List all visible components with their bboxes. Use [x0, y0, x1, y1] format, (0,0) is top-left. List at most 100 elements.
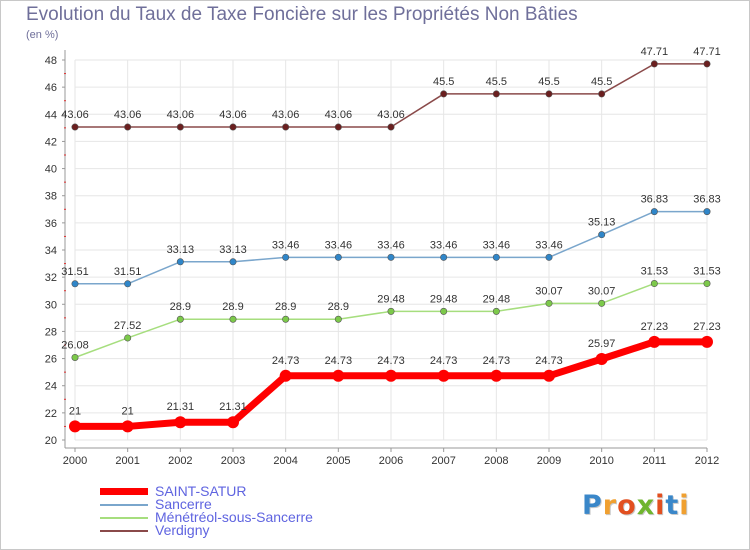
data-label-saint-satur: 24.73	[272, 355, 300, 367]
data-point-m-n-tr-ol-sous-sancerre	[598, 299, 606, 307]
data-label-m-n-tr-ol-sous-sancerre: 31.53	[641, 266, 669, 278]
data-label-verdigny: 43.06	[325, 109, 353, 121]
data-point-sancerre	[650, 208, 658, 216]
data-label-saint-satur: 24.73	[377, 355, 405, 367]
data-label-sancerre: 33.46	[272, 239, 300, 251]
data-point-verdigny	[282, 123, 290, 131]
data-point-saint-satur	[69, 420, 81, 433]
data-label-m-n-tr-ol-sous-sancerre: 26.08	[61, 339, 89, 351]
y-tick-label: 30	[45, 299, 57, 311]
data-label-verdigny: 43.06	[167, 109, 195, 121]
chart-title: Evolution du Taux de Taxe Foncière sur l…	[26, 4, 578, 25]
data-point-verdigny	[387, 123, 395, 131]
data-point-verdigny	[440, 90, 448, 98]
data-label-saint-satur: 24.73	[325, 355, 353, 367]
data-point-sancerre	[71, 280, 79, 288]
legend-label: Ménétréol-sous-Sancerre	[155, 509, 313, 525]
x-tick-label: 2006	[379, 455, 403, 467]
x-tick-label: 2003	[221, 455, 245, 467]
data-point-m-n-tr-ol-sous-sancerre	[71, 353, 79, 361]
data-label-m-n-tr-ol-sous-sancerre: 31.53	[693, 266, 721, 278]
y-tick-label: 48	[45, 55, 57, 67]
data-label-saint-satur: 21	[122, 405, 134, 417]
data-point-sancerre	[598, 231, 606, 239]
data-point-saint-satur	[701, 335, 713, 348]
y-tick-label: 36	[45, 218, 57, 230]
legend-swatch	[100, 504, 148, 506]
logo-letter: P	[582, 490, 603, 521]
legend-swatch	[100, 488, 148, 495]
data-point-sancerre	[545, 253, 553, 261]
data-point-m-n-tr-ol-sous-sancerre	[703, 280, 711, 288]
data-label-verdigny: 45.5	[591, 76, 612, 88]
data-point-verdigny	[334, 123, 342, 131]
logo-letter: r	[602, 490, 618, 521]
data-point-sancerre	[387, 253, 395, 261]
data-label-sancerre: 36.83	[641, 194, 669, 206]
data-point-m-n-tr-ol-sous-sancerre	[545, 299, 553, 307]
data-label-saint-satur: 27.23	[641, 321, 669, 333]
data-label-sancerre: 33.46	[325, 239, 353, 251]
data-label-verdigny: 47.71	[641, 46, 669, 58]
x-tick-label: 2011	[643, 455, 667, 467]
data-label-m-n-tr-ol-sous-sancerre: 30.07	[588, 285, 616, 297]
data-point-saint-satur	[648, 335, 661, 348]
data-point-m-n-tr-ol-sous-sancerre	[387, 307, 395, 315]
data-label-verdigny: 45.5	[538, 76, 559, 88]
data-label-m-n-tr-ol-sous-sancerre: 28.9	[328, 301, 349, 313]
y-tick-label: 46	[45, 82, 57, 94]
data-label-m-n-tr-ol-sous-sancerre: 29.48	[430, 293, 458, 305]
legend-swatch	[100, 530, 148, 532]
data-point-m-n-tr-ol-sous-sancerre	[334, 315, 342, 323]
y-tick-label: 26	[45, 354, 57, 366]
data-label-saint-satur: 21.31	[219, 401, 247, 413]
data-label-sancerre: 33.46	[430, 239, 458, 251]
data-point-m-n-tr-ol-sous-sancerre	[229, 315, 237, 323]
y-tick-label: 24	[45, 381, 57, 393]
legend-item-verdigny: Verdigny	[100, 522, 360, 538]
data-point-m-n-tr-ol-sous-sancerre	[124, 334, 132, 342]
y-tick-label: 38	[45, 191, 57, 203]
data-point-verdigny	[124, 123, 132, 131]
data-label-m-n-tr-ol-sous-sancerre: 29.48	[377, 293, 405, 305]
data-label-verdigny: 43.06	[61, 109, 89, 121]
data-label-saint-satur: 24.73	[430, 355, 458, 367]
y-axis-unit: (en %)	[26, 29, 59, 41]
legend-swatch	[100, 517, 148, 519]
data-label-sancerre: 33.46	[377, 239, 405, 251]
data-point-m-n-tr-ol-sous-sancerre	[650, 280, 658, 288]
data-point-saint-satur	[121, 420, 134, 433]
x-tick-label: 2009	[537, 455, 561, 467]
data-label-verdigny: 43.06	[219, 109, 247, 121]
data-point-m-n-tr-ol-sous-sancerre	[492, 307, 500, 315]
data-point-saint-satur	[490, 369, 503, 382]
logo-letter: o	[617, 490, 637, 521]
data-label-verdigny: 43.06	[114, 109, 142, 121]
y-tick-label: 44	[45, 109, 57, 121]
data-label-saint-satur: 25.97	[588, 338, 616, 350]
data-point-m-n-tr-ol-sous-sancerre	[282, 315, 290, 323]
data-label-sancerre: 31.51	[114, 266, 142, 278]
legend-label: SAINT-SATUR	[155, 483, 247, 499]
data-label-sancerre: 35.13	[588, 217, 616, 229]
data-point-sancerre	[124, 280, 132, 288]
data-label-verdigny: 43.06	[377, 109, 405, 121]
data-point-verdigny	[71, 123, 79, 131]
data-label-sancerre: 31.51	[61, 266, 89, 278]
x-tick-label: 2008	[484, 455, 508, 467]
data-label-saint-satur: 24.73	[535, 355, 563, 367]
x-tick-label: 2007	[431, 455, 455, 467]
data-point-verdigny	[176, 123, 184, 131]
data-point-verdigny	[545, 90, 553, 98]
data-point-sancerre	[176, 258, 184, 266]
data-label-sancerre: 36.83	[693, 194, 721, 206]
line-chart: 20 22 24 26 28 30 32 34 36 38 40 42 44 46 48 2000 2001 20…	[45, 46, 721, 467]
data-label-sancerre: 33.46	[483, 239, 511, 251]
data-label-m-n-tr-ol-sous-sancerre: 28.9	[222, 301, 243, 313]
logo-letter: t	[665, 490, 680, 521]
data-point-saint-satur	[279, 369, 292, 382]
data-point-m-n-tr-ol-sous-sancerre	[440, 307, 448, 315]
data-label-verdigny: 45.5	[433, 76, 454, 88]
data-point-sancerre	[440, 253, 448, 261]
